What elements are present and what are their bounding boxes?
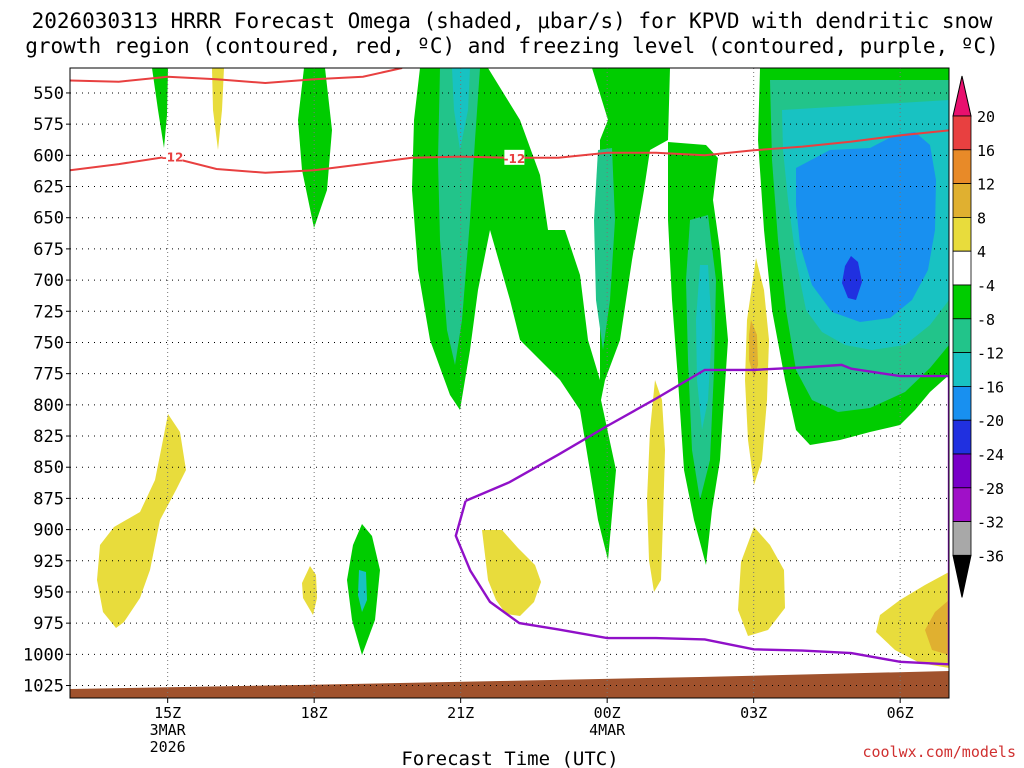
colorbar-segment (952, 183, 972, 218)
chart-title-line-2: growth region (contoured, red, ºC) and f… (25, 34, 999, 58)
colorbar-tick-label: -12 (977, 345, 1004, 363)
y-tick-label: 625 (33, 178, 64, 198)
y-tick-label: 925 (33, 552, 64, 572)
colorbar-tick-label: -24 (977, 446, 1004, 464)
y-tick-label: 850 (33, 458, 64, 478)
contour-label-bg (504, 149, 525, 165)
contour-label-bg (162, 148, 183, 164)
omega-yellow-region (97, 414, 186, 628)
omega-yellow-region (647, 380, 665, 592)
omega-yellow-region (745, 258, 769, 485)
omega-teal-region (438, 68, 480, 365)
y-tick-label: 600 (33, 146, 64, 166)
colorbar-tick-label: -4 (977, 277, 995, 295)
omega-cyan-region (358, 570, 367, 612)
colorbar-segment (952, 352, 972, 387)
y-tick-label: 775 (33, 365, 64, 385)
ground-terrain (70, 671, 949, 698)
y-tick-label: 975 (33, 614, 64, 634)
y-tick-label: 1000 (23, 645, 64, 665)
colorbar-segment (952, 487, 972, 522)
colorbar-segment (952, 419, 972, 455)
y-tick-label: 825 (33, 427, 64, 447)
y-tick-label: 575 (33, 115, 64, 135)
colorbar: 20 16 12 8 4 -4 -8 -12 -16 -20 -24 -28 -32 -36 (952, 75, 1004, 598)
credit-text: coolwx.com/models (862, 743, 1016, 761)
colorbar-segment (952, 453, 972, 489)
colorbar-segment (952, 385, 972, 421)
dgz-contour-upper (70, 68, 403, 85)
omega-green-region (152, 68, 168, 148)
contour-label: -12 (504, 152, 526, 166)
omega-cyan-region (696, 265, 712, 430)
omega-blue-region (796, 132, 936, 322)
y-tick-label: 1025 (23, 677, 64, 697)
x-tick-label: 06Z (887, 704, 914, 722)
colorbar-bottom-arrow (952, 554, 972, 598)
y-tick-label: 950 (33, 583, 64, 603)
y-tick-label: 800 (33, 396, 64, 416)
omega-yellow-region (482, 530, 541, 616)
y-tick-label: 550 (33, 84, 64, 104)
y-tick-label: 700 (33, 271, 64, 291)
colorbar-segment (952, 318, 972, 353)
y-tick-label: 875 (33, 489, 64, 509)
x-tick-date: 3MAR (150, 721, 187, 739)
x-tick-year: 2026 (150, 738, 186, 756)
colorbar-segment (952, 149, 972, 185)
colorbar-segment (952, 216, 972, 252)
colorbar-segment (952, 115, 972, 151)
chart-title-line-1: 2026030313 HRRR Forecast Omega (shaded, … (32, 9, 993, 33)
x-tick-label: 15Z (154, 704, 181, 722)
y-tick-label: 900 (33, 521, 64, 541)
colorbar-tick-label: -16 (977, 378, 1004, 396)
omega-darkblue-core (842, 256, 862, 300)
omega-gold-region (925, 600, 949, 655)
y-tick-label: 650 (33, 209, 64, 229)
contour-label: -12 (162, 151, 184, 165)
x-tick-label: 00Z (594, 704, 621, 722)
colorbar-tick-label: -28 (977, 480, 1004, 498)
colorbar-tick-label: 12 (977, 176, 995, 194)
colorbar-tick-label: -32 (977, 514, 1004, 532)
grid-lines (70, 68, 949, 698)
omega-yellow-region (212, 68, 224, 150)
plot-frame (69, 67, 950, 699)
freezing-level-contour (454, 363, 949, 666)
colorbar-tick-label: 8 (977, 209, 986, 227)
contour-lines: -12 -12 (70, 68, 949, 666)
omega-shading (97, 68, 949, 668)
y-tick-label: 675 (33, 240, 64, 260)
colorbar-tick-label: 4 (977, 243, 986, 261)
colorbar-tick-label: -8 (977, 311, 995, 329)
omega-yellow-region (302, 566, 317, 615)
y-tick-label: 750 (33, 333, 64, 353)
omega-yellow-region (738, 527, 785, 636)
colorbar-tick-label: -36 (977, 547, 1004, 565)
x-tick-label: 03Z (740, 704, 767, 722)
x-axis-label: Forecast Time (UTC) (401, 748, 618, 768)
omega-green-region (298, 68, 332, 228)
plot-area: -12 -12 (70, 68, 949, 698)
colorbar-segment (952, 521, 972, 556)
colorbar-segment (952, 250, 972, 286)
x-tick-label: 18Z (301, 704, 328, 722)
colorbar-tick-label: 16 (977, 142, 995, 160)
x-tick-label: 21Z (447, 704, 474, 722)
y-axis: 550 575 600 625 650 675 700 725 750 775 800 825 850 8… (23, 84, 70, 697)
colorbar-top-arrow (952, 75, 972, 117)
colorbar-segment (952, 284, 972, 320)
colorbar-tick-label: -20 (977, 412, 1004, 430)
y-tick-label: 725 (33, 302, 64, 322)
x-tick-date: 4MAR (589, 721, 626, 739)
colorbar-tick-label: 20 (977, 108, 995, 126)
